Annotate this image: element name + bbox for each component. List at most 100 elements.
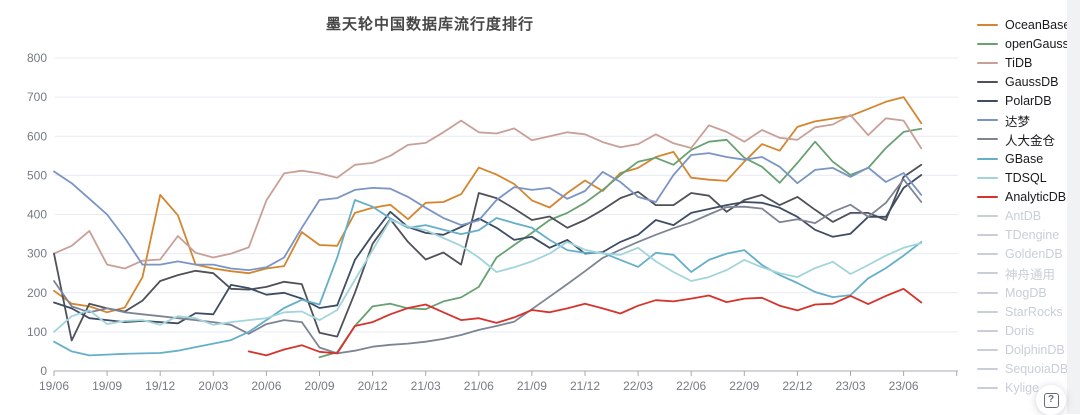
series-line-openGauss bbox=[318, 127, 923, 359]
series-line-PolarDB bbox=[53, 174, 923, 325]
legend-label: AnalyticDB bbox=[1005, 189, 1067, 204]
legend-label: 达梦 bbox=[1005, 114, 1031, 129]
legend-item-TDSQL[interactable]: TDSQL bbox=[977, 168, 1069, 187]
legend-item-SequoiaDB[interactable]: SequoiaDB bbox=[977, 360, 1069, 379]
legend-item-MogDB[interactable]: MogDB bbox=[977, 283, 1069, 302]
legend-item-GoldenDB[interactable]: GoldenDB bbox=[977, 245, 1069, 264]
legend-item-DolphinDB[interactable]: DolphinDB bbox=[977, 340, 1069, 359]
series-line-AnalyticDB bbox=[247, 287, 923, 357]
x-axis-tick-label: 20/03 bbox=[198, 379, 228, 393]
legend-line-swatch bbox=[977, 272, 998, 275]
y-axis-tick-label: 800 bbox=[27, 51, 47, 65]
x-axis-tick-label: 19/09 bbox=[92, 379, 122, 393]
series-line-人大金仓 bbox=[53, 178, 923, 355]
legend-line-swatch bbox=[977, 80, 998, 83]
x-axis-tick-label: 22/06 bbox=[676, 379, 706, 393]
y-axis-tick-label: 700 bbox=[27, 90, 47, 104]
series-line-GBase bbox=[53, 199, 923, 357]
legend-label: TDSQL bbox=[1005, 170, 1047, 185]
y-axis-tick-label: 0 bbox=[40, 364, 47, 378]
question-mark-icon: ? bbox=[1043, 392, 1059, 408]
legend-line-swatch bbox=[977, 310, 998, 313]
legend-line-swatch bbox=[977, 291, 998, 294]
y-axis-tick-label: 600 bbox=[27, 129, 47, 143]
series-line-GaussDB bbox=[53, 163, 923, 342]
x-axis-tick-label: 20/06 bbox=[251, 379, 281, 393]
x-axis-tick-label: 20/09 bbox=[304, 379, 334, 393]
legend-item-PolarDB[interactable]: PolarDB bbox=[977, 92, 1069, 111]
legend-line-swatch bbox=[977, 368, 998, 371]
legend-item-AnalyticDB[interactable]: AnalyticDB bbox=[977, 187, 1069, 206]
y-axis-tick-label: 500 bbox=[27, 168, 47, 182]
legend-item-StarRocks[interactable]: StarRocks bbox=[977, 302, 1069, 321]
x-axis-tick-label: 20/12 bbox=[358, 379, 388, 393]
legend-label: Doris bbox=[1005, 323, 1035, 338]
x-axis-tick-label: 21/09 bbox=[517, 379, 547, 393]
legend-line-swatch bbox=[977, 100, 998, 103]
legend-label: MogDB bbox=[1005, 285, 1047, 300]
legend-label: openGauss bbox=[1005, 36, 1069, 51]
x-axis-tick-label: 21/03 bbox=[411, 379, 441, 393]
legend-label: GBase bbox=[1005, 151, 1044, 166]
legend-line-swatch bbox=[977, 23, 998, 26]
legend-item-OceanBase[interactable]: OceanBase bbox=[977, 15, 1071, 34]
legend-line-swatch bbox=[977, 234, 998, 237]
x-axis-tick-label: 19/06 bbox=[39, 379, 69, 393]
x-axis-tick-label: 21/12 bbox=[570, 379, 600, 393]
series-line-达梦 bbox=[53, 152, 923, 271]
legend-item-openGauss[interactable]: openGauss bbox=[977, 34, 1069, 53]
legend-label: GoldenDB bbox=[1005, 247, 1063, 262]
legend-line-swatch bbox=[977, 176, 998, 179]
legend-item-神舟通用[interactable]: 神舟通用 bbox=[977, 264, 1069, 283]
help-button[interactable]: ? bbox=[1036, 385, 1066, 415]
legend-label: StarRocks bbox=[1005, 304, 1063, 319]
legend-label: Kylige bbox=[1005, 381, 1040, 396]
chart-title: 墨天轮中国数据库流行度排行 bbox=[325, 16, 534, 33]
legend-line-swatch bbox=[977, 329, 998, 332]
legend-item-GaussDB[interactable]: GaussDB bbox=[977, 72, 1069, 91]
x-axis-tick-label: 22/03 bbox=[623, 379, 653, 393]
legend-label: PolarDB bbox=[1005, 94, 1052, 109]
legend-item-TiDB[interactable]: TiDB bbox=[977, 53, 1069, 72]
legend-line-swatch bbox=[977, 195, 998, 198]
legend: OceanBase openGauss TiDB GaussDB PolarDB 达梦人大… bbox=[977, 15, 1071, 398]
legend-label: GaussDB bbox=[1005, 74, 1059, 89]
legend-line-swatch bbox=[977, 157, 998, 160]
x-axis-tick-label: 19/12 bbox=[145, 379, 175, 393]
legend-line-swatch bbox=[977, 253, 998, 256]
legend-label: DolphinDB bbox=[1005, 342, 1065, 357]
x-axis-tick-label: 21/06 bbox=[464, 379, 494, 393]
page-background-strip bbox=[1067, 0, 1080, 414]
legend-line-swatch bbox=[977, 214, 998, 217]
legend-label: 神舟通用 bbox=[1005, 267, 1056, 282]
legend-label: 人大金仓 bbox=[1005, 133, 1056, 148]
y-axis-tick-label: 300 bbox=[27, 247, 47, 261]
legend-item-TDengine[interactable]: TDengine bbox=[977, 226, 1069, 245]
legend-label: TDengine bbox=[1005, 228, 1060, 243]
legend-label: TiDB bbox=[1005, 55, 1033, 70]
x-axis-tick-label: 23/06 bbox=[889, 379, 919, 393]
y-axis-tick-label: 200 bbox=[27, 286, 47, 300]
legend-line-swatch bbox=[977, 387, 998, 390]
series-line-TiDB bbox=[53, 114, 923, 270]
legend-item-Kylige[interactable]: Kylige bbox=[977, 379, 1069, 398]
x-axis-tick-label: 22/12 bbox=[782, 379, 812, 393]
legend-item-AntDB[interactable]: AntDB bbox=[977, 206, 1069, 225]
legend-item-Doris[interactable]: Doris bbox=[977, 321, 1069, 340]
legend-label: AntDB bbox=[1005, 208, 1042, 223]
legend-item-达梦[interactable]: 达梦 bbox=[977, 111, 1069, 130]
legend-line-swatch bbox=[977, 119, 998, 122]
legend-label: OceanBase bbox=[1005, 17, 1071, 32]
x-axis-tick-label: 22/09 bbox=[729, 379, 759, 393]
legend-item-GBase[interactable]: GBase bbox=[977, 149, 1069, 168]
legend-line-swatch bbox=[977, 42, 998, 45]
series-line-TDSQL bbox=[53, 219, 923, 333]
legend-label: SequoiaDB bbox=[1005, 362, 1069, 377]
x-axis-tick-label: 23/03 bbox=[835, 379, 865, 393]
legend-item-人大金仓[interactable]: 人大金仓 bbox=[977, 130, 1069, 149]
legend-line-swatch bbox=[977, 348, 998, 351]
y-axis-tick-label: 100 bbox=[27, 325, 47, 339]
y-axis-tick-label: 400 bbox=[27, 208, 47, 222]
legend-line-swatch bbox=[977, 61, 998, 64]
